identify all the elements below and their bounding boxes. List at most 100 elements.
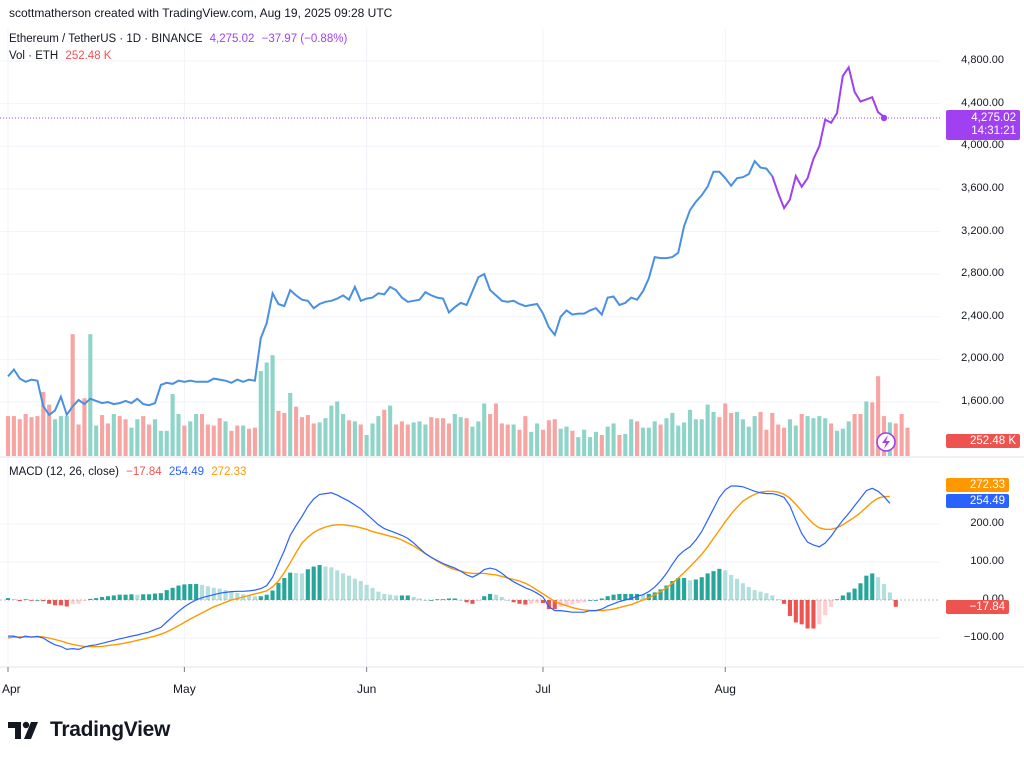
volume-bar <box>682 422 687 456</box>
macd-signal-value: 272.33 <box>211 466 247 478</box>
volume-bar <box>5 416 11 456</box>
macd-line <box>8 485 891 651</box>
volume-bar <box>229 430 234 456</box>
date-tick-label: Apr <box>2 682 21 696</box>
macd-histogram-bar <box>599 598 604 600</box>
volume-bar <box>717 417 722 456</box>
macd-histogram-bar <box>205 586 210 600</box>
volume-bar <box>705 404 710 456</box>
macd-histogram-bar <box>435 599 440 601</box>
volume-bar <box>141 416 146 456</box>
volume-bar <box>135 419 140 456</box>
volume-bar <box>370 423 375 456</box>
volume-bar <box>70 334 75 456</box>
macd-histogram-bar <box>199 584 205 600</box>
macd-histogram-bar <box>846 592 851 600</box>
macd-histogram-bar <box>529 600 534 604</box>
volume-bar <box>546 420 551 456</box>
symbol-legend: Ethereum / TetherUS · 1D · BINANCE 4,275… <box>9 33 347 45</box>
price-tick-label: 4,400.00 <box>961 96 1004 109</box>
macd-histogram-bar <box>393 595 399 600</box>
volume-bar <box>564 426 569 456</box>
macd-histogram-bar <box>887 592 892 600</box>
macd-histogram-bar <box>147 594 152 600</box>
macd-histogram-bar <box>740 583 745 600</box>
volume-bar <box>288 393 293 456</box>
volume-bar <box>664 418 669 456</box>
volume-bar <box>188 421 193 456</box>
volume-bar <box>329 405 334 456</box>
macd-histogram-bar <box>781 600 787 604</box>
macd-histogram-bar <box>523 600 528 605</box>
volume-bar <box>723 403 728 456</box>
price-change: −37.97 (−0.88%) <box>261 33 348 45</box>
macd-histogram <box>5 565 898 629</box>
volume-badge: 252.48 K <box>946 434 1020 448</box>
volume-bar <box>629 419 634 456</box>
macd-legend: MACD (12, 26, close) −17.84 254.49 272.3… <box>9 466 246 478</box>
macd-histogram-bar <box>329 567 334 600</box>
volume-bar <box>793 425 798 456</box>
volume-bar <box>617 435 622 456</box>
chart-grid <box>0 28 940 667</box>
macd-histogram-bar <box>346 575 352 600</box>
tradingview-logo[interactable]: TradingView <box>8 718 170 742</box>
macd-histogram-bar <box>470 600 475 604</box>
macd-histogram-bar <box>100 596 105 600</box>
volume-bar <box>470 426 475 456</box>
volume-bar <box>58 416 63 456</box>
macd-histogram-bar <box>546 600 551 610</box>
volume-bar <box>94 425 99 456</box>
volume-bar <box>405 424 410 456</box>
macd-histogram-bar <box>711 571 716 600</box>
volume-bar <box>605 426 610 456</box>
volume-bar <box>635 421 640 456</box>
volume-bar <box>576 437 581 456</box>
volume-bar <box>535 423 540 456</box>
macd-histogram-bar <box>881 584 887 600</box>
lightning-bolt-icon[interactable] <box>876 432 896 452</box>
volume-bar <box>799 414 804 456</box>
volume-bar <box>558 428 563 456</box>
volume-bar <box>552 419 557 456</box>
volume-bar <box>787 419 792 456</box>
volume-bar <box>182 425 187 456</box>
macd-histogram-bar <box>276 582 281 600</box>
macd-histogram-bar <box>658 589 663 600</box>
macd-histogram-bar <box>341 573 346 600</box>
macd-histogram-bar <box>64 600 69 607</box>
macd-histogram-bar <box>605 596 610 600</box>
volume-bar <box>811 418 816 456</box>
macd-histogram-bar <box>823 600 828 616</box>
volume-bar <box>893 423 898 456</box>
macd-histogram-bar <box>576 600 581 604</box>
volume-bar <box>346 420 352 456</box>
volume-bar <box>64 416 69 456</box>
macd-histogram-bar <box>629 593 634 600</box>
volume-bar <box>776 424 781 456</box>
volume-bar <box>699 419 704 456</box>
volume-bar <box>658 424 663 456</box>
volume-bar <box>764 429 769 456</box>
macd-histogram-bar <box>758 591 763 600</box>
volume-bar <box>905 427 910 456</box>
volume-bar <box>335 401 340 456</box>
macd-histogram-bar <box>29 600 34 601</box>
volume-bar <box>417 421 422 456</box>
volume-bar <box>499 423 504 456</box>
volume-legend: Vol · ETH 252.48 K <box>9 50 111 62</box>
volume-bar <box>117 416 122 456</box>
volume-bar <box>482 403 487 456</box>
macd-histogram-bar <box>499 596 504 600</box>
date-tick-label: Jul <box>535 682 551 696</box>
volume-bar <box>493 403 499 456</box>
macd-histogram-bar <box>876 577 881 600</box>
price-tick-label: 4,000.00 <box>961 139 1004 152</box>
volume-bar <box>164 430 169 456</box>
macd-histogram-bar <box>35 600 40 601</box>
macd-histogram-bar <box>182 584 187 600</box>
macd-histogram-bar <box>252 596 257 600</box>
volume-bar <box>364 435 369 456</box>
volume-bar <box>382 409 387 456</box>
volume-bar <box>88 334 93 456</box>
